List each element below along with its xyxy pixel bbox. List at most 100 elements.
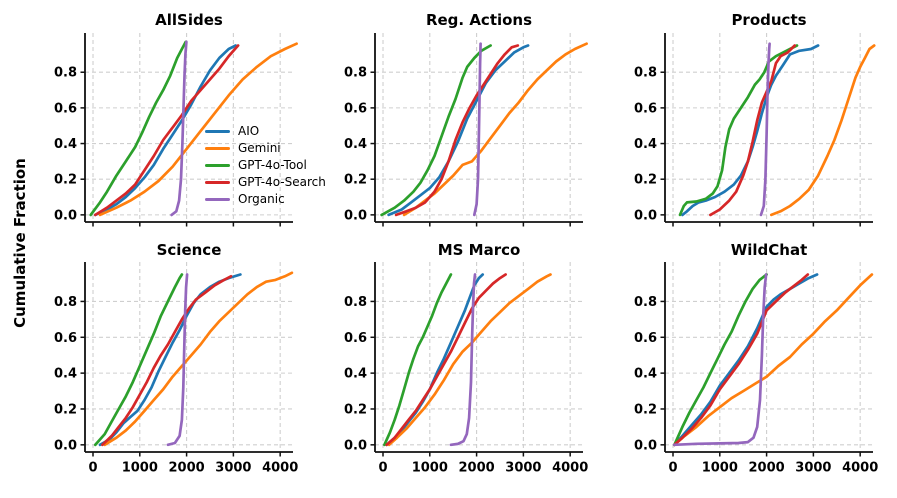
y-tick-label: 0.8 [54, 295, 77, 310]
subplot-title-ms-marco: MS Marco [437, 241, 521, 259]
legend-label: Organic [238, 192, 285, 206]
x-tick-label: 3000 [215, 461, 251, 476]
x-tick-label: 1000 [412, 461, 448, 476]
series-line-gpt-4o-tool [89, 40, 188, 217]
subplot-title-science: Science [156, 241, 222, 259]
series-line-gpt-4o-tool [93, 273, 184, 447]
gpt4o-tool-line-swatch [205, 163, 230, 168]
series-line-aio [387, 44, 530, 217]
y-tick-label: 0.2 [344, 173, 367, 188]
series-line-gemini [103, 271, 294, 447]
subplot-science: 0 1000 2000 3000 4000 0.0 0.2 0.4 0.6 0.8 [54, 262, 298, 476]
x-tick-label: 1000 [122, 461, 158, 476]
y-tick-label: 0.0 [634, 208, 657, 223]
x-tick-label: 3000 [795, 461, 831, 476]
y-tick-label: 0.4 [634, 367, 657, 382]
y-tick-label: 0.8 [634, 66, 657, 81]
legend-label: AIO [238, 124, 260, 138]
subplot-title-products: Products [731, 11, 807, 29]
y-tick-label: 0.8 [54, 66, 77, 81]
series-line-gpt-4o-search [709, 44, 797, 217]
y-tick-label: 0.0 [634, 438, 657, 453]
y-tick-label: 0.4 [54, 137, 77, 152]
y-tick-label: 0.6 [634, 331, 657, 346]
x-tick-label: 0 [88, 461, 97, 476]
subplot-title-wildchat: WildChat [730, 241, 808, 259]
y-tick-label: 0.4 [54, 367, 77, 382]
subplot-wildchat: 0 1000 2000 3000 4000 0.0 0.2 0.4 0.6 0.8 [634, 262, 878, 476]
y-tick-label: 0.6 [54, 331, 77, 346]
series-line-gpt-4o-tool [383, 273, 453, 447]
legend-label: GPT-4o-Search [238, 175, 326, 189]
series-line-gpt-4o-search [673, 273, 810, 447]
series-line-gpt-4o-search [101, 274, 233, 447]
y-tick-label: 0.4 [344, 137, 367, 152]
y-tick-label: 0.8 [344, 295, 367, 310]
series-line-gpt-4o-search [93, 44, 240, 217]
series-line-aio [681, 44, 820, 217]
y-tick-label: 0.0 [54, 438, 77, 453]
x-tick-label: 2000 [458, 461, 494, 476]
legend-item-organic: Organic [205, 191, 326, 208]
series-line-organic [449, 273, 477, 447]
x-tick-label: 4000 [262, 461, 298, 476]
y-tick-label: 0.8 [634, 295, 657, 310]
legend: AIO Gemini GPT-4o-Tool GPT-4o-Search Org… [205, 123, 326, 208]
y-tick-label: 0.4 [634, 137, 657, 152]
subplot-reg-actions: 0.0 0.2 0.4 0.6 0.8 [344, 33, 588, 227]
subplot-title-reg-actions: Reg. Actions [425, 11, 533, 29]
x-tick-label: 4000 [552, 461, 588, 476]
series-line-gemini [402, 42, 588, 217]
x-tick-label: 4000 [842, 461, 878, 476]
y-tick-label: 0.2 [634, 402, 657, 417]
y-tick-label: 0.2 [54, 173, 77, 188]
series-line-gemini [769, 44, 876, 217]
y-tick-label: 0.6 [344, 101, 367, 116]
x-tick-label: 3000 [505, 461, 541, 476]
series-line-gpt-4o-tool [678, 44, 799, 217]
legend-item-aio: AIO [205, 123, 326, 140]
series-line-organic [472, 42, 482, 217]
legend-label: Gemini [238, 141, 281, 155]
y-tick-label: 0.0 [344, 208, 367, 223]
y-axis-label: Cumulative Fraction [11, 158, 29, 328]
aio-line-swatch [205, 129, 230, 134]
series-line-organic [673, 273, 768, 447]
series-line-gemini [673, 273, 874, 447]
y-tick-label: 0.0 [344, 438, 367, 453]
gpt4o-search-line-swatch [205, 180, 230, 185]
series-line-organic [166, 273, 189, 447]
y-tick-label: 0.6 [54, 101, 77, 116]
x-tick-label: 0 [378, 461, 387, 476]
subplot-title-allsides: AllSides [155, 11, 223, 29]
subplot-allsides: 0.0 0.2 0.4 0.6 0.8 [54, 33, 298, 227]
gemini-line-swatch [205, 146, 230, 151]
series-line-gpt-4o-tool [673, 273, 768, 447]
subplot-products: 0.0 0.2 0.4 0.6 0.8 [634, 33, 876, 227]
y-tick-label: 0.6 [634, 101, 657, 116]
series-line-aio [93, 44, 238, 217]
y-tick-label: 0.2 [54, 402, 77, 417]
series-line-aio [98, 273, 242, 447]
y-tick-label: 0.2 [634, 173, 657, 188]
series-line-gpt-4o-tool [380, 44, 492, 217]
series-line-gpt-4o-search [385, 273, 507, 447]
legend-label: GPT-4o-Tool [238, 158, 307, 172]
subplot-ms-marco: 0 1000 2000 3000 4000 0.0 0.2 0.4 0.6 0.8 [344, 262, 588, 476]
y-tick-label: 0.4 [344, 367, 367, 382]
series-line-organic [759, 42, 771, 217]
x-tick-label: 2000 [168, 461, 204, 476]
series-line-gemini [98, 42, 298, 217]
organic-line-swatch [205, 197, 230, 202]
y-tick-label: 0.6 [344, 331, 367, 346]
legend-item-gpt4o-tool: GPT-4o-Tool [205, 157, 326, 174]
x-tick-label: 1000 [702, 461, 738, 476]
legend-item-gpt4o-search: GPT-4o-Search [205, 174, 326, 191]
series-line-gpt-4o-search [394, 44, 520, 217]
series-line-organic [170, 40, 188, 217]
x-tick-label: 0 [668, 461, 677, 476]
legend-item-gemini: Gemini [205, 140, 326, 157]
y-tick-label: 0.2 [344, 402, 367, 417]
